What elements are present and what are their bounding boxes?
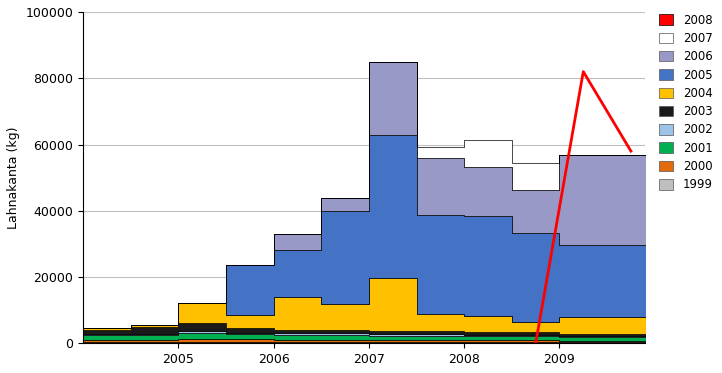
Y-axis label: Lahnakanta (kg): Lahnakanta (kg): [7, 126, 20, 229]
Legend: 2008, 2007, 2006, 2005, 2004, 2003, 2002, 2001, 2000, 1999: 2008, 2007, 2006, 2005, 2004, 2003, 2002…: [657, 11, 715, 194]
